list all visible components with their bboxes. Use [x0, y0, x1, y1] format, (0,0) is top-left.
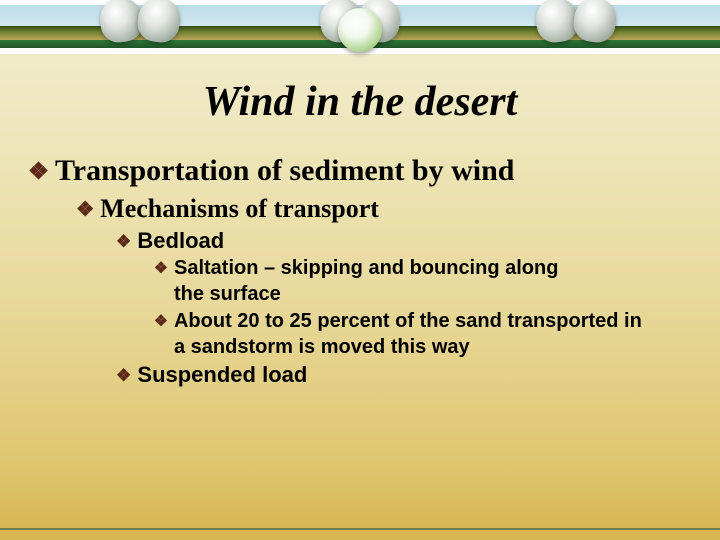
bullet-level-3: ❖ Suspended load	[116, 362, 692, 388]
footer-divider	[0, 528, 720, 530]
l4-rest: 20 to 25 percent of the sand transported…	[232, 310, 642, 332]
l2-text: Mechanisms of transport	[100, 194, 379, 223]
bullet-level-4: ❖ Saltation – skipping and bouncing along…	[154, 256, 692, 307]
decorative-banner	[0, 0, 720, 54]
bullet-level-3: ❖ Bedload	[116, 228, 692, 254]
l4-continuation: the surface	[174, 282, 682, 308]
bullet-level-2: ❖Mechanisms of transport	[76, 194, 692, 224]
diamond-bullet-icon: ❖	[116, 365, 131, 386]
l4-lead: About	[174, 310, 232, 332]
diamond-bullet-icon: ❖	[154, 259, 168, 279]
bullet-level-4: ❖ About 20 to 25 percent of the sand tran…	[154, 309, 692, 360]
banner-knot-icon	[100, 0, 180, 46]
l3-text: Bedload	[137, 228, 224, 253]
bullet-level-1: ❖Transportation of sediment by wind	[28, 154, 692, 188]
banner-orb-icon	[338, 8, 382, 52]
diamond-bullet-icon: ❖	[154, 312, 168, 332]
slide-title: Wind in the desert	[0, 78, 720, 126]
l4-rest: – skipping and bouncing along	[258, 257, 558, 279]
l4-lead: Saltation	[174, 257, 258, 279]
l4-continuation: a sandstorm is moved this way	[174, 335, 682, 361]
banner-knot-icon	[536, 0, 616, 46]
diamond-bullet-icon: ❖	[28, 157, 49, 185]
slide-content: ❖Transportation of sediment by wind ❖Mec…	[0, 126, 720, 388]
diamond-bullet-icon: ❖	[76, 197, 94, 222]
l3-text: Suspended load	[137, 362, 307, 387]
l1-text: Transportation of sediment by wind	[55, 154, 515, 187]
diamond-bullet-icon: ❖	[116, 231, 131, 252]
